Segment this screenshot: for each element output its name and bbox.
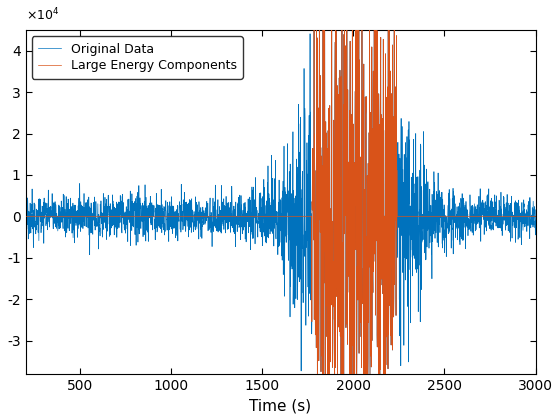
- Large Energy Components: [48, 214, 55, 219]
- Original Data: [463, 212, 470, 217]
- Large Energy Components: [532, 214, 539, 219]
- Large Energy Components: [81, 214, 87, 219]
- Line: Original Data: Original Data: [0, 0, 535, 420]
- Original Data: [48, 211, 55, 216]
- Text: $\times10^4$: $\times10^4$: [26, 7, 59, 23]
- Line: Large Energy Components: Large Energy Components: [0, 0, 535, 420]
- Large Energy Components: [463, 214, 470, 219]
- Original Data: [522, 217, 529, 222]
- Legend: Original Data, Large Energy Components: Original Data, Large Energy Components: [32, 36, 243, 79]
- Original Data: [81, 191, 87, 196]
- Large Energy Components: [219, 214, 226, 219]
- Original Data: [219, 218, 226, 223]
- Original Data: [532, 207, 539, 213]
- Large Energy Components: [195, 214, 202, 219]
- Large Energy Components: [522, 214, 529, 219]
- X-axis label: Time (s): Time (s): [250, 398, 311, 413]
- Original Data: [195, 236, 202, 241]
